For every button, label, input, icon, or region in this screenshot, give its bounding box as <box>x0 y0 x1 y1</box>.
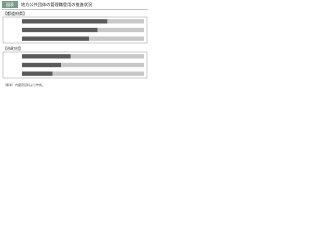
bar-segment <box>107 19 144 24</box>
figure: 図表 地方公共団体の管理職登用の推進状況 （備考）内閣府資料より作成。 【都道府… <box>2 1 148 87</box>
panel-title: 【都道府県】 <box>3 10 27 16</box>
bar-segment <box>22 62 62 68</box>
figure-note: （備考）内閣府資料より作成。 <box>3 82 45 87</box>
figure-title: 地方公共団体の管理職登用の推進状況 <box>21 1 93 8</box>
bar-segment <box>22 27 98 33</box>
bar-segment <box>22 19 108 24</box>
bar-segment <box>89 36 144 41</box>
bar-segment <box>70 54 144 59</box>
bar-segment <box>22 36 90 41</box>
figure-label: 図表 <box>6 1 14 7</box>
bar-segment <box>97 27 144 33</box>
bar-segment <box>22 71 53 76</box>
panel-title: 【市町村】 <box>3 45 23 51</box>
figure-label-box <box>2 1 18 8</box>
bar-segment <box>52 71 144 76</box>
bar-segment <box>61 62 144 68</box>
bar-segment <box>22 54 71 59</box>
